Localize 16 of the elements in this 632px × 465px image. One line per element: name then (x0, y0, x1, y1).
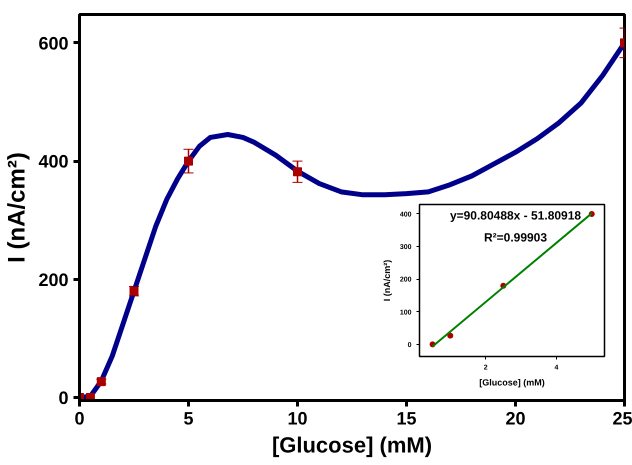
x-axis-title: [Glucose] (mM) (479, 378, 545, 388)
x-tick-label: 20 (505, 408, 526, 428)
y-axis-title: I (nA/cm²) (382, 260, 392, 302)
y-axis-title: I (nA/cm²) (3, 152, 30, 263)
y-tick-label: 200 (38, 270, 69, 290)
y-tick-label: 600 (38, 33, 69, 54)
x-tick-label: 25 (612, 408, 632, 428)
y-tick-label: 400 (38, 152, 69, 172)
x-tick-label: 10 (287, 408, 308, 428)
x-tick-label: 0 (74, 408, 85, 428)
y-tick-label: 0 (58, 388, 69, 408)
x-tick-label: 15 (396, 408, 417, 428)
x-tick-label: 5 (183, 408, 194, 428)
x-axis-title: [Glucose] (mM) (272, 432, 432, 458)
annotation: y=90.80488x - 51.80918 (450, 208, 582, 222)
annotation: R²=0.99903 (484, 230, 548, 244)
